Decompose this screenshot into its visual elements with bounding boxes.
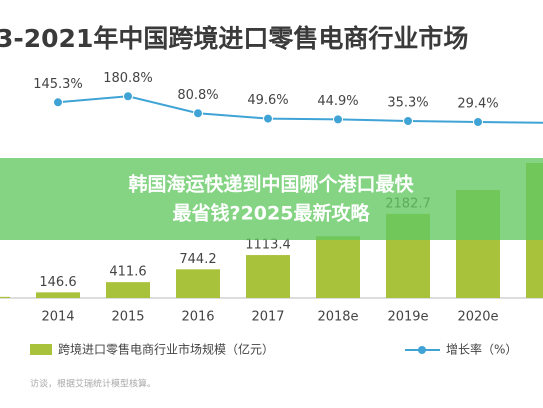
legend-label: 跨境进口零售电商行业市场规模（亿元） (58, 342, 274, 357)
data-label: 49.6% (247, 93, 288, 108)
data-label: 411.6 (109, 265, 146, 280)
data-label: 80.8% (177, 88, 218, 103)
x-tick-label: 2017 (251, 310, 284, 325)
bar (36, 292, 80, 298)
point (53, 97, 63, 108)
bar (106, 282, 150, 298)
data-label: 180.8% (103, 71, 153, 86)
bar (0, 296, 10, 298)
data-label: 146.6 (39, 275, 76, 290)
chart-title: 3-2021年中国跨境进口零售电商行业市场 (0, 24, 468, 53)
x-tick-label: 2014 (41, 310, 74, 325)
x-tick-label: 2020e (457, 310, 498, 325)
banner-line: 韩国海运快递到中国哪个港口最快 (128, 173, 414, 196)
bar (176, 269, 220, 298)
banner-line: 最省钱?2025最新攻略 (173, 202, 371, 225)
data-label: 744.2 (179, 252, 216, 267)
data-label: 44.9% (317, 94, 358, 109)
x-tick-label: 2016 (181, 310, 214, 325)
banner (0, 158, 543, 240)
source: 访谈，根据艾瑞统计模型核算。 (30, 378, 156, 390)
data-label: 145.3% (33, 77, 83, 92)
point (403, 115, 413, 126)
point (333, 114, 343, 125)
legend-label: 增长率（%） (446, 342, 517, 357)
bar (316, 236, 360, 298)
x-tick-label: 2018e (317, 310, 358, 325)
x-tick-label: 2015 (111, 310, 144, 325)
point (123, 91, 133, 102)
point (473, 117, 483, 128)
data-label: 1113.4 (245, 238, 291, 253)
point (263, 113, 273, 124)
point (193, 108, 203, 119)
data-label: 29.4% (457, 97, 498, 112)
x-tick-label: 2019e (387, 310, 428, 325)
line (57, 95, 543, 124)
legend-swatch (30, 344, 52, 355)
bar (246, 255, 290, 298)
legend-swatch (418, 346, 426, 354)
data-label: 35.3% (387, 95, 428, 110)
